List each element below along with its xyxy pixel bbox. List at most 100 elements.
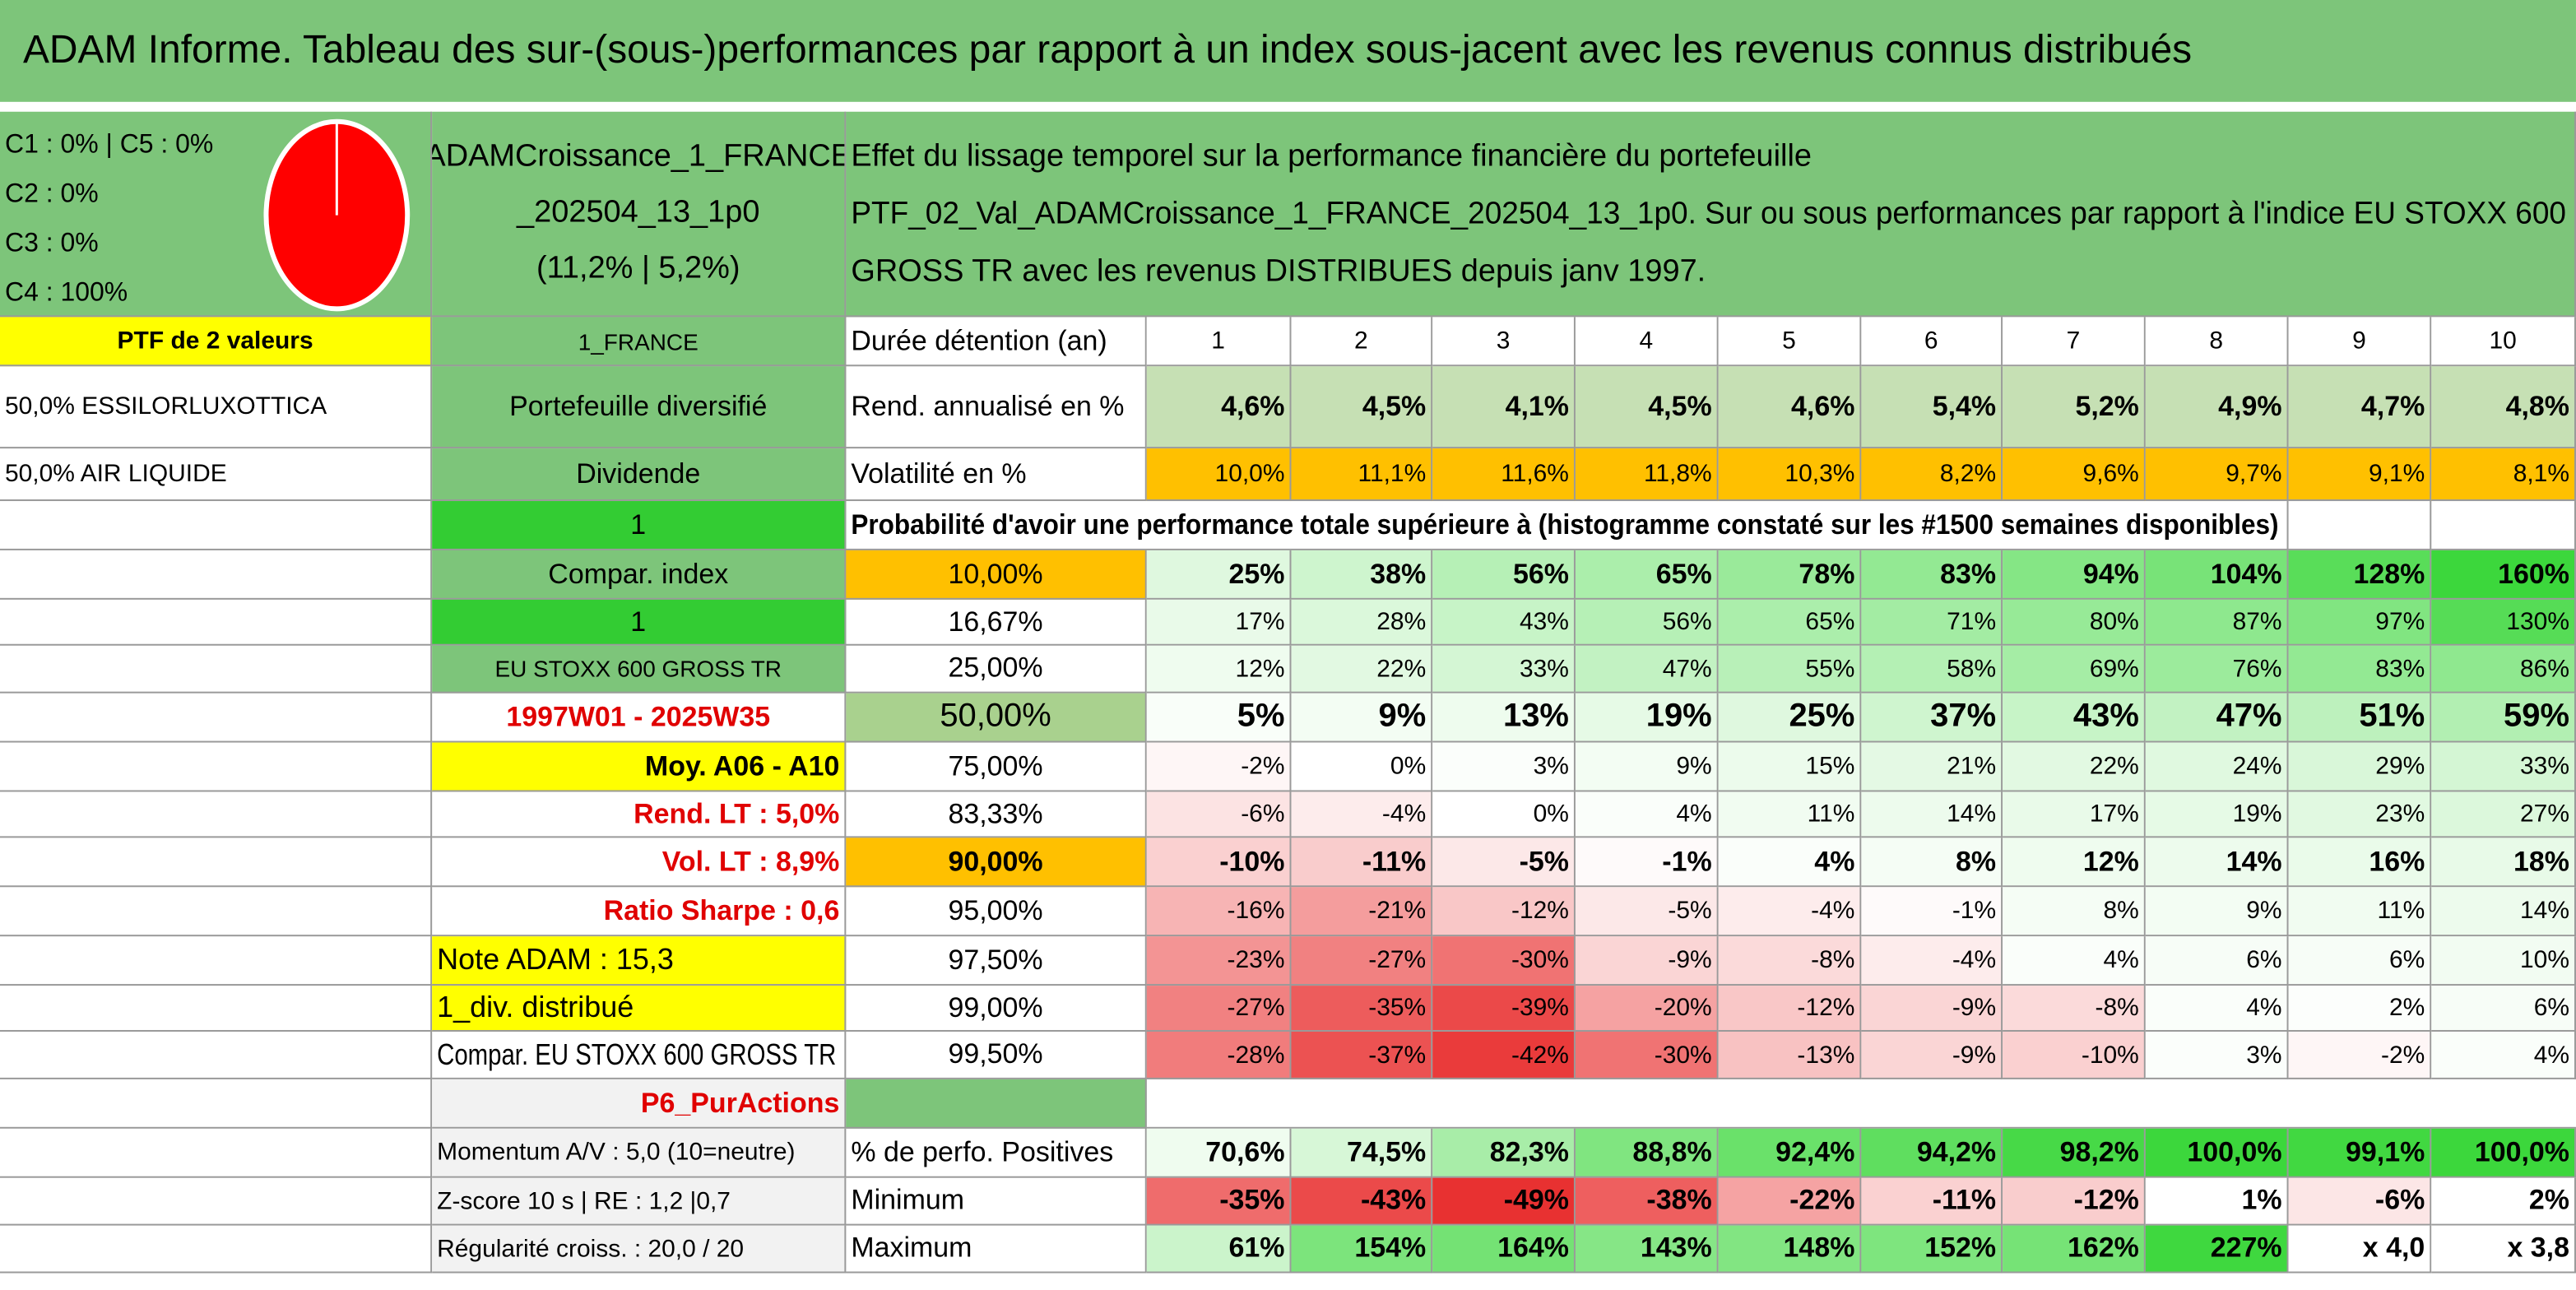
value-cell-text: 98,2% (2059, 1135, 2139, 1167)
row-label-cell: Volatilité en % (846, 448, 1147, 502)
summary-line: C2 : 0% (4, 180, 99, 209)
value-cell: -8% (2003, 986, 2146, 1032)
value-cell: 3% (1432, 742, 1576, 792)
year-cell-text: 6 (1924, 327, 1938, 355)
left-cell: PTF de 2 valeurs (0, 317, 433, 367)
value-cell-text: 47% (2216, 698, 2282, 735)
value-cell: 11% (1718, 791, 1862, 838)
value-cell: 4,5% (1575, 366, 1719, 449)
value-cell: 19% (1575, 693, 1719, 743)
value-cell: 11% (2288, 887, 2432, 937)
value-cell-text: 9,1% (2368, 460, 2425, 489)
value-cell: 143% (1575, 1225, 1719, 1274)
row-label-cell-text: Rend. annualisé en % (851, 390, 1125, 422)
value-cell: -6% (2288, 1177, 2432, 1226)
left-cell: 50,0% AIR LIQUIDE (0, 448, 433, 502)
title: ADAM Informe. Tableau des sur-(sous-)per… (22, 27, 2193, 72)
value-cell: 86% (2431, 645, 2576, 694)
year-cell: 3 (1432, 317, 1576, 367)
value-cell: 4% (1718, 838, 1862, 888)
value-cell-text: -27% (1368, 946, 1427, 975)
year-cell: 9 (2288, 317, 2432, 367)
value-cell-text: 4,7% (2360, 390, 2425, 422)
value-cell: 100,0% (2145, 1128, 2289, 1178)
value-cell-text: 0% (1390, 752, 1427, 781)
year-cell-text: 8 (2209, 327, 2224, 355)
value-cell: 71% (1861, 599, 2003, 646)
row-label-cell-text: Maximum (851, 1232, 972, 1264)
label-cell: 1 (432, 501, 847, 550)
value-cell: 17% (2003, 791, 2146, 838)
label-cell: Ratio Sharpe : 0,6 (432, 887, 847, 937)
left-cell (0, 599, 433, 646)
label-cell: Moy. A06 - A10 (432, 742, 847, 792)
year-cell: 8 (2145, 317, 2289, 367)
value-cell: 83% (2288, 645, 2432, 694)
value-cell: -43% (1291, 1177, 1433, 1226)
description-line: PTF_02_Val_ADAMCroissance_1_FRANCE_20250… (851, 196, 2567, 231)
value-cell: 47% (2145, 693, 2289, 743)
row-label-cell: 25,00% (846, 645, 1147, 694)
portfolio-line: (11,2% | 5,2%) (536, 251, 740, 286)
value-cell-text: 80% (2089, 607, 2139, 636)
value-cell: 51% (2288, 693, 2432, 743)
left-cell (0, 936, 433, 986)
description-line: GROSS TR avec les revenus DISTRIBUES dep… (851, 253, 1706, 289)
value-cell-text: -4% (1381, 800, 1427, 828)
value-cell: 92,4% (1718, 1128, 1862, 1178)
row-label-cell-text: % de perfo. Positives (851, 1135, 1114, 1167)
row-label-cell-text: 99,00% (948, 991, 1043, 1023)
value-cell: 9,1% (2288, 448, 2432, 502)
value-cell-text: 33% (1519, 654, 1569, 683)
value-cell-text: -9% (1952, 994, 1997, 1023)
label-cell-text: P6_PurActions (640, 1086, 840, 1118)
value-cell-text: 10,3% (1785, 460, 1855, 489)
value-cell: 9,6% (2003, 448, 2146, 502)
value-cell-text: -35% (1219, 1184, 1285, 1216)
value-cell: 56% (1575, 599, 1719, 646)
value-cell-text: 2% (2528, 1184, 2569, 1216)
value-cell-text: 56% (1662, 607, 1712, 636)
label-cell-text: Momentum A/V : 5,0 (10=neutre) (437, 1138, 796, 1167)
value-cell-text: 97% (2375, 607, 2425, 636)
value-cell-text: 51% (2359, 698, 2425, 735)
value-cell: 70,6% (1146, 1128, 1292, 1178)
empty-cell (1146, 1079, 2576, 1129)
value-cell: 5,2% (2003, 366, 2146, 449)
value-cell: 0% (1432, 791, 1576, 838)
value-cell-text: 17% (2089, 800, 2139, 828)
left-cell-text: PTF de 2 valeurs (117, 327, 313, 355)
value-cell-text: 3% (1533, 752, 1569, 781)
value-cell: 27% (2431, 791, 2576, 838)
value-cell-text: -1% (1662, 845, 1712, 877)
value-cell: 10,3% (1718, 448, 1862, 502)
label-cell-text: Régularité croiss. : 20,0 / 20 (437, 1234, 745, 1263)
row-label-cell: 83,33% (846, 791, 1147, 838)
label-cell: Compar. index (432, 550, 847, 600)
value-cell: 10,0% (1146, 448, 1292, 502)
note-cell-text: Probabilité d'avoir une performance tota… (851, 508, 2279, 540)
value-cell: 61% (1146, 1225, 1292, 1274)
year-cell: 10 (2431, 317, 2576, 367)
row-label-cell: Minimum (846, 1177, 1147, 1226)
value-cell: -2% (2288, 1031, 2432, 1079)
value-cell: 8,1% (2431, 448, 2576, 502)
value-cell: 22% (2003, 742, 2146, 792)
value-cell: 4,6% (1718, 366, 1862, 449)
label-cell-text: Moy. A06 - A10 (644, 749, 840, 782)
value-cell-text: 92,4% (1775, 1135, 1855, 1167)
label-cell: Momentum A/V : 5,0 (10=neutre) (432, 1128, 847, 1178)
value-cell-text: 12% (1235, 654, 1285, 683)
label-cell: EU STOXX 600 GROSS TR (432, 645, 847, 694)
value-cell: 76% (2145, 645, 2289, 694)
label-cell-text: Z-score 10 s | RE : 1,2 |0,7 (437, 1186, 731, 1215)
value-cell: 11,6% (1432, 448, 1576, 502)
value-cell: -49% (1432, 1177, 1576, 1226)
value-cell-text: 9,6% (2082, 460, 2139, 489)
value-cell: 55% (1718, 645, 1862, 694)
summary-box: C1 : 0% | C5 : 0% C2 : 0% C3 : 0% C4 : 100% (0, 111, 433, 318)
value-cell-text: 4,6% (1221, 390, 1285, 422)
value-cell-text: -2% (1241, 752, 1285, 781)
value-cell: 162% (2003, 1225, 2146, 1274)
